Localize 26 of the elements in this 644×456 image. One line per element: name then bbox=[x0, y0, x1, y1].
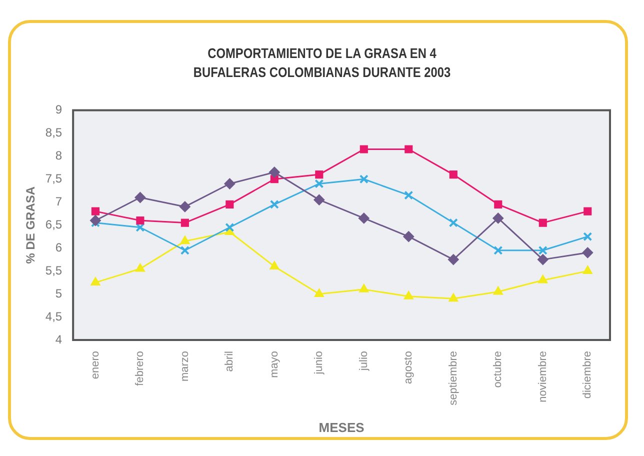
y-tick-label: 4,5 bbox=[45, 309, 62, 324]
x-axis-title: MESES bbox=[318, 420, 365, 435]
y-tick-label: 7 bbox=[55, 194, 62, 208]
y-tick-label: 8 bbox=[55, 148, 62, 162]
x-tick-label: enero bbox=[89, 350, 102, 380]
y-tick-label: 4 bbox=[55, 332, 62, 346]
x-tick-label: septiembre bbox=[447, 350, 460, 406]
y-tick-label: 8,5 bbox=[45, 125, 62, 140]
y-tick-label: 6 bbox=[55, 240, 62, 254]
x-tick-label: noviembre bbox=[536, 350, 549, 402]
x-tick-label: marzo bbox=[178, 350, 191, 382]
y-tick-label: 9 bbox=[55, 102, 62, 117]
x-tick-label: julio bbox=[358, 350, 370, 372]
x-tick-label: febrero bbox=[134, 350, 146, 386]
x-tick-label: octubre bbox=[492, 350, 504, 388]
x-tick-label: junio bbox=[313, 350, 326, 376]
x-tick-label: mayo bbox=[268, 350, 280, 378]
y-tick-label: 5 bbox=[55, 286, 62, 300]
x-tick-label: diciembre bbox=[582, 350, 594, 399]
x-tick-label: agosto bbox=[402, 350, 415, 384]
y-tick-label: 6,5 bbox=[45, 217, 62, 232]
y-tick-label: 7,5 bbox=[45, 171, 62, 186]
chart-title: COMPORTAMIENTO DE LA GRASA EN 4 BUFALERAS COLOMBIANAS DURANTE 2003 bbox=[192, 44, 452, 82]
x-tick-label: abril bbox=[224, 350, 236, 372]
y-tick-label: 5,5 bbox=[45, 263, 62, 278]
y-axis-title: % DE GRASA bbox=[24, 186, 38, 264]
